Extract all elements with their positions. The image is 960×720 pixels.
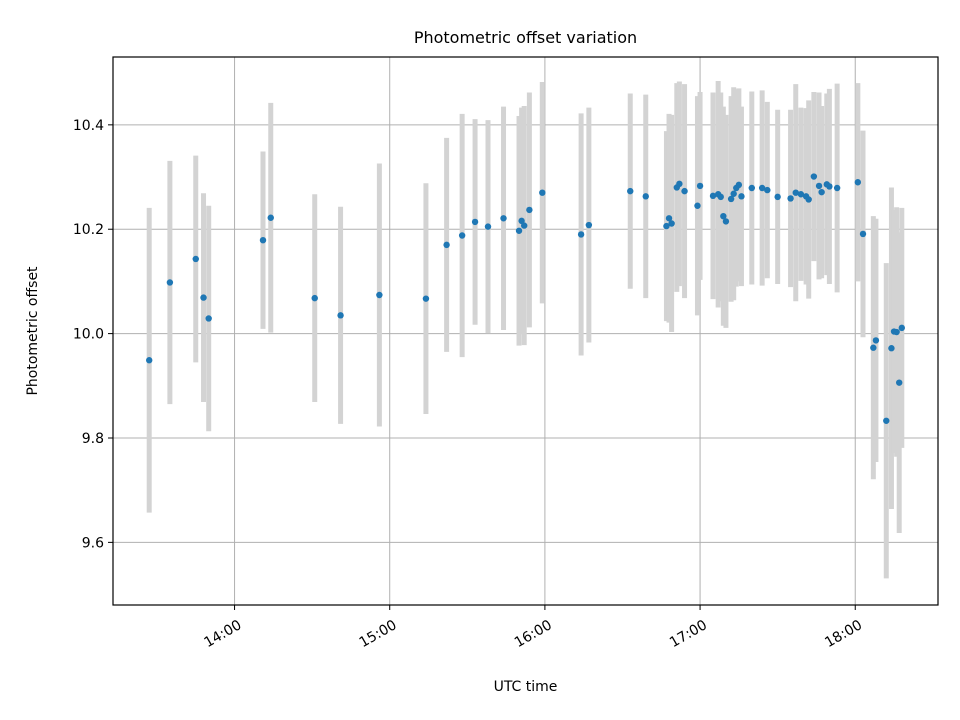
data-point xyxy=(870,344,877,351)
data-point xyxy=(709,192,717,200)
data-point xyxy=(259,236,267,244)
data-point xyxy=(311,294,318,302)
data-point xyxy=(833,184,841,192)
x-tick-label: 15:00 xyxy=(357,617,400,651)
data-point xyxy=(730,190,737,197)
data-point xyxy=(764,186,771,194)
y-tick-label: 9.6 xyxy=(82,535,104,551)
y-tick-label: 10.4 xyxy=(73,118,104,134)
data-point xyxy=(787,195,794,202)
x-tick-label: 18:00 xyxy=(822,617,865,651)
data-point xyxy=(859,230,867,238)
data-point xyxy=(815,182,823,190)
data-point xyxy=(376,291,383,299)
data-point xyxy=(854,179,862,186)
data-point xyxy=(521,222,528,229)
data-point xyxy=(694,202,701,209)
x-tick-label: 14:00 xyxy=(201,617,244,651)
data-point xyxy=(727,195,735,203)
data-point xyxy=(471,218,479,226)
data-point xyxy=(893,328,900,336)
data-point xyxy=(422,295,430,302)
y-tick-label: 10.0 xyxy=(73,327,104,343)
error-bars xyxy=(146,81,905,579)
x-tick-label: 16:00 xyxy=(512,617,555,651)
data-point xyxy=(896,379,903,386)
data-point xyxy=(518,217,525,225)
data-point xyxy=(696,182,704,190)
data-point xyxy=(735,181,743,189)
data-point xyxy=(337,312,344,319)
data-point xyxy=(146,357,153,364)
data-point xyxy=(585,221,593,229)
data-point xyxy=(758,184,766,192)
data-point xyxy=(676,180,683,188)
data-point xyxy=(192,255,199,263)
data-point xyxy=(484,223,492,230)
y-tick-label: 9.8 xyxy=(82,431,104,447)
data-point xyxy=(627,187,634,195)
data-point xyxy=(818,188,825,196)
data-point xyxy=(681,187,688,195)
data-point xyxy=(797,191,805,198)
data-point xyxy=(577,231,585,238)
data-point xyxy=(748,184,755,192)
data-point xyxy=(443,241,450,249)
data-point xyxy=(526,206,533,214)
data-point xyxy=(720,212,727,220)
data-point xyxy=(722,218,730,225)
data-point xyxy=(515,227,523,234)
data-points xyxy=(146,173,905,424)
data-point xyxy=(458,232,466,239)
data-point xyxy=(810,173,818,180)
data-point xyxy=(738,193,745,200)
data-point xyxy=(663,222,670,230)
data-point xyxy=(898,324,905,332)
data-point xyxy=(717,193,724,201)
data-point xyxy=(665,215,673,222)
data-point xyxy=(805,196,812,203)
data-point xyxy=(826,183,833,190)
data-point xyxy=(166,279,174,286)
data-point xyxy=(200,294,207,301)
y-tick-label: 10.2 xyxy=(73,222,104,238)
axis-ticks: 14:00 15:00 16:00 17:00 18:00 9.6 9.8 10.0 10.2 1… xyxy=(73,118,865,651)
data-point xyxy=(774,193,781,201)
data-point xyxy=(888,345,895,352)
data-point xyxy=(872,337,880,344)
plot-frame xyxy=(112,56,939,606)
x-tick-label: 17:00 xyxy=(667,617,710,651)
data-point xyxy=(883,417,890,424)
x-axis-label: UTC time xyxy=(494,679,558,695)
data-point xyxy=(500,215,507,222)
y-axis-label: Photometric offset xyxy=(25,266,41,396)
data-point xyxy=(792,189,799,196)
data-point xyxy=(642,193,649,200)
data-point xyxy=(668,220,675,227)
data-point xyxy=(267,214,274,221)
data-point xyxy=(205,315,212,322)
chart-title: Photometric offset variation xyxy=(414,28,637,47)
data-point xyxy=(539,189,546,196)
